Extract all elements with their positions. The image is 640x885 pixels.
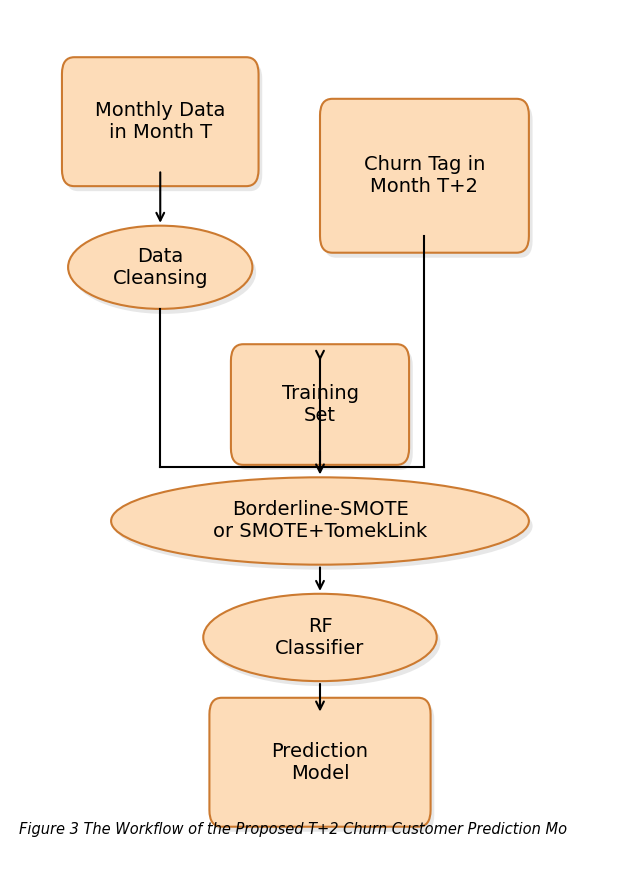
FancyBboxPatch shape: [324, 104, 532, 258]
FancyBboxPatch shape: [235, 350, 413, 470]
FancyBboxPatch shape: [62, 58, 259, 186]
Ellipse shape: [115, 482, 532, 570]
Text: Prediction
Model: Prediction Model: [271, 742, 369, 782]
Ellipse shape: [207, 599, 440, 686]
FancyBboxPatch shape: [231, 344, 409, 465]
FancyBboxPatch shape: [66, 62, 262, 191]
FancyBboxPatch shape: [320, 99, 529, 253]
Ellipse shape: [68, 226, 252, 309]
Text: RF
Classifier: RF Classifier: [275, 617, 365, 658]
FancyBboxPatch shape: [209, 697, 431, 827]
Text: Borderline-SMOTE
or SMOTE+TomekLink: Borderline-SMOTE or SMOTE+TomekLink: [213, 501, 427, 542]
Text: Monthly Data
in Month T: Monthly Data in Month T: [95, 101, 225, 142]
Ellipse shape: [204, 594, 436, 681]
Text: Data
Cleansing: Data Cleansing: [113, 247, 208, 288]
Text: Figure 3 The Workflow of the Proposed T+2 Churn Customer Prediction Mo: Figure 3 The Workflow of the Proposed T+…: [19, 822, 567, 837]
Text: Training
Set: Training Set: [282, 384, 358, 425]
Ellipse shape: [72, 231, 256, 314]
Ellipse shape: [111, 477, 529, 565]
Text: Churn Tag in
Month T+2: Churn Tag in Month T+2: [364, 155, 485, 196]
FancyBboxPatch shape: [213, 703, 435, 832]
